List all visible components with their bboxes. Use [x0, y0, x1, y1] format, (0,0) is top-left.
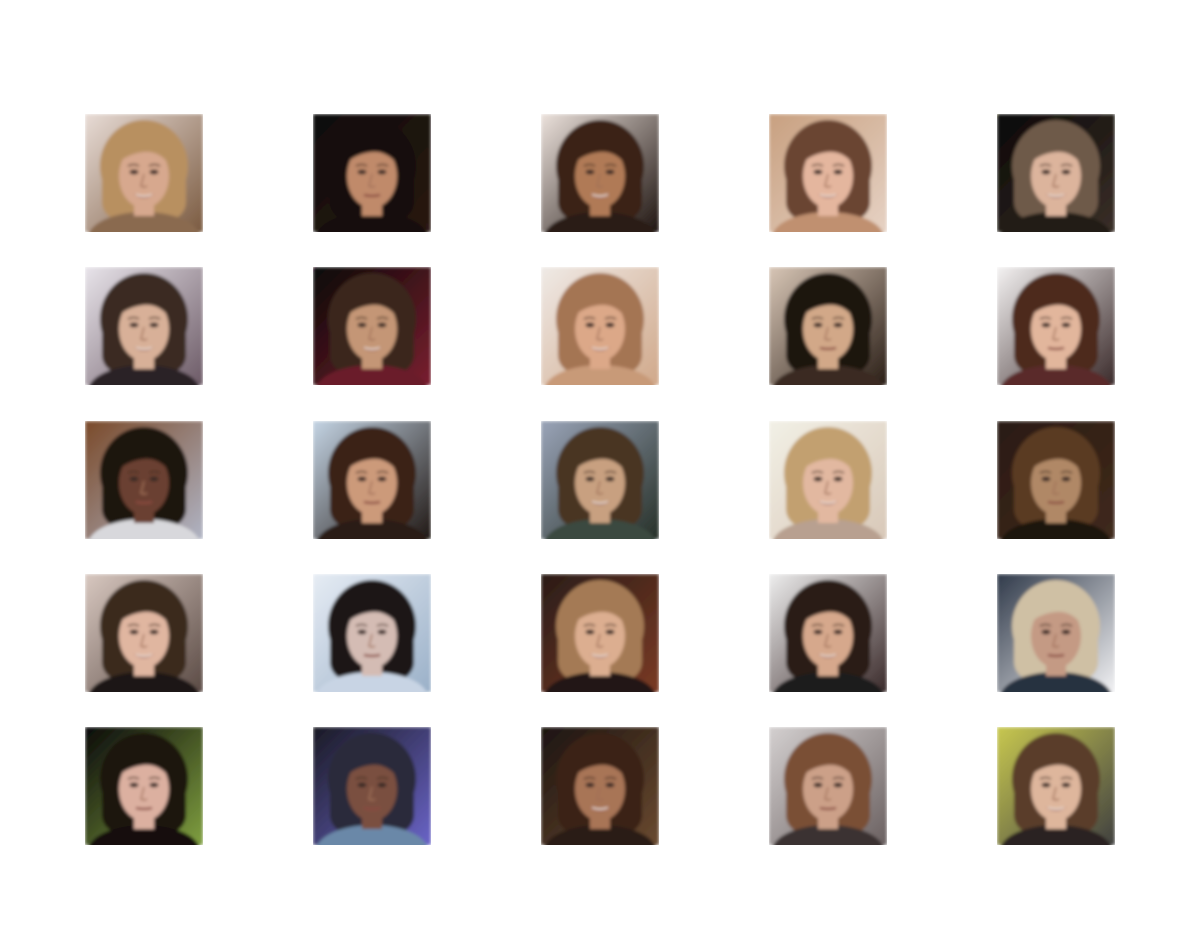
face-image [541, 574, 659, 692]
face-image [769, 727, 887, 845]
face-image [769, 267, 887, 385]
face-image [313, 574, 431, 692]
face-image [85, 421, 203, 539]
face-image [541, 267, 659, 385]
face-image [997, 114, 1115, 232]
face-image [997, 421, 1115, 539]
face-image [541, 421, 659, 539]
face-image [997, 727, 1115, 845]
face-image [313, 267, 431, 385]
face-image [769, 114, 887, 232]
face-image [313, 114, 431, 232]
face-image [997, 267, 1115, 385]
face-image [541, 114, 659, 232]
face-image [769, 574, 887, 692]
face-image [541, 727, 659, 845]
face-image [997, 574, 1115, 692]
face-image [85, 574, 203, 692]
face-image [313, 421, 431, 539]
face-image [313, 727, 431, 845]
face-image [85, 114, 203, 232]
face-image [769, 421, 887, 539]
face-image [85, 267, 203, 385]
face-image [85, 727, 203, 845]
